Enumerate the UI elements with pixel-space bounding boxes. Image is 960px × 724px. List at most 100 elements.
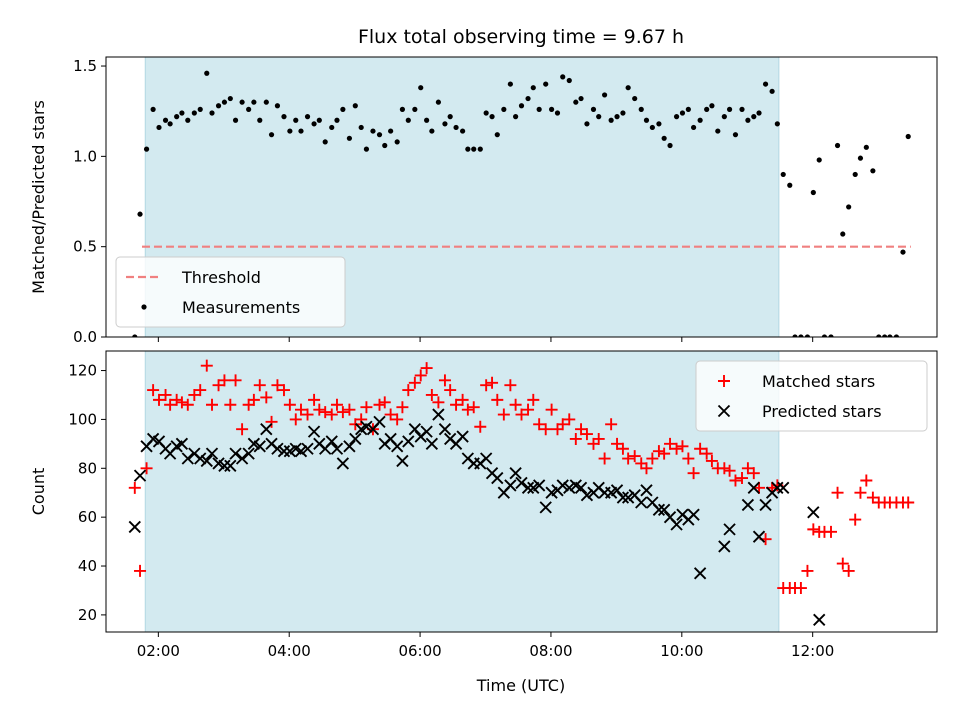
data-point [831,486,844,499]
data-point [616,491,630,504]
data-point [162,117,169,123]
data-point [229,447,242,460]
data-point [444,384,457,397]
data-point [432,396,445,409]
y-tick-label: 120 [68,362,97,380]
data-point [836,557,849,570]
data-point [860,474,873,487]
y-tick-label: 0.0 [73,328,97,346]
data-point [378,396,391,409]
x-tick-label: 02:00 [137,642,180,660]
data-point [343,403,356,416]
data-point [527,393,540,406]
data-point [456,393,469,406]
data-point [370,128,376,134]
data-point [584,121,590,127]
data-point [563,413,576,426]
data-point [480,379,493,392]
data-point [780,171,786,178]
data-point [679,110,686,116]
legend-label: Predicted stars [762,402,882,421]
data-point [522,403,535,416]
data-point [721,114,727,120]
data-point [536,106,542,112]
data-point [494,132,500,138]
data-point [420,362,433,375]
data-point [143,146,150,152]
data-point [277,384,290,397]
data-point [563,481,576,495]
data-point [625,85,631,91]
data-point [313,403,326,416]
y-axis-label: Count [29,468,48,516]
data-point [652,503,666,516]
data-point [239,99,245,105]
data-point [723,523,736,536]
data-point [596,114,602,120]
data-point [175,396,188,409]
data-point [515,476,528,490]
legend: Matched stars Predicted stars [695,360,928,432]
data-point [281,114,287,120]
data-point [771,481,784,495]
data-point [751,114,757,120]
data-point [432,408,445,421]
data-point [384,408,397,421]
data-point [616,442,629,455]
data-point [664,437,677,450]
data-point [408,423,422,436]
legend-label: Measurements [182,298,300,317]
series-predicted-stars [128,408,826,669]
data-point [355,413,368,426]
data-point [726,106,733,112]
data-point [635,496,648,509]
data-point [739,106,745,112]
data-point [497,408,510,421]
data-point [658,447,671,460]
data-point [271,379,284,392]
data-point [801,564,814,577]
data-point [870,168,876,174]
count-panel: 02:00 04:00 06:00 08:00 10:00 12:00 20 40 60 80 10… [29,350,938,669]
data-point [774,121,780,127]
data-point [640,484,653,497]
data-point [732,132,739,138]
data-point [687,467,700,480]
data-point [134,564,147,577]
data-point [762,81,769,87]
data-point [236,423,249,436]
data-point [501,106,507,112]
data-point [622,452,635,465]
x-tick-label: 10:00 [660,642,703,660]
data-point [694,442,707,455]
data-point [693,567,707,580]
data-point [706,658,717,669]
data-point [905,133,911,140]
data-point [260,391,273,404]
data-point [301,408,314,421]
data-point [442,121,448,127]
data-point [794,582,807,595]
data-point [574,481,588,495]
data-point [229,374,242,387]
data-point [330,442,344,455]
data-point [209,110,215,116]
data-point [325,435,338,448]
data-point [556,479,569,492]
data-point [471,146,477,152]
data-point [556,418,569,431]
data-point [360,420,373,433]
data-point [816,157,822,163]
data-point [257,117,263,123]
data-point [515,408,528,421]
data-point [608,117,614,123]
data-point [408,376,421,389]
data-point [518,103,525,109]
data-point [316,117,322,123]
data-point [697,117,703,123]
data-point [363,146,370,152]
data-point [545,403,558,416]
data-point [235,452,249,465]
x-tick-label: 06:00 [398,642,441,660]
data-point [197,106,203,112]
